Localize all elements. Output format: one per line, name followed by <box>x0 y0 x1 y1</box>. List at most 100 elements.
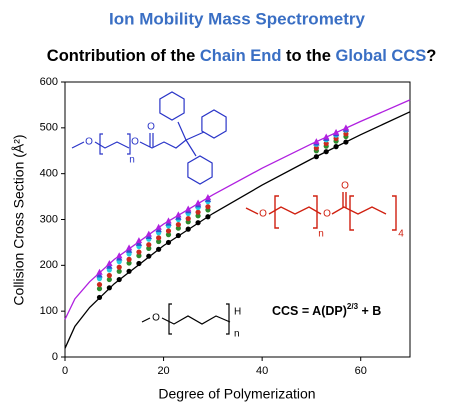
x-tick-label: 20 <box>157 365 169 377</box>
data-point <box>96 281 103 288</box>
bond <box>245 207 259 215</box>
bond <box>331 206 387 215</box>
data-point <box>195 209 201 215</box>
data-point <box>146 253 152 259</box>
chart-subtitle: Contribution of the Chain End to the Glo… <box>24 47 450 65</box>
subtitle-part: Global CCS <box>336 47 427 65</box>
equation-part: CCS = A(DP) <box>272 304 347 318</box>
fit-line <box>64 99 411 320</box>
data-point <box>195 220 201 226</box>
data-point <box>146 245 152 251</box>
data-point <box>175 221 181 228</box>
data-point <box>156 235 162 241</box>
data-point <box>323 133 330 140</box>
data-point <box>323 140 329 147</box>
data-point <box>205 214 211 220</box>
structure-peg <box>141 303 231 335</box>
subtitle-part: Chain End <box>200 47 282 65</box>
atom-label: O <box>147 122 155 133</box>
data-point <box>106 260 113 266</box>
carbonyl <box>342 192 347 208</box>
data-point <box>313 145 319 151</box>
chart-title: Ion Mobility Mass Spectrometry <box>109 9 366 28</box>
data-point <box>195 213 201 219</box>
data-point <box>96 294 103 301</box>
data-point <box>136 260 142 267</box>
data-point <box>165 217 172 224</box>
data-point <box>146 242 152 248</box>
data-point <box>156 238 162 245</box>
data-point <box>155 223 162 230</box>
data-point <box>313 154 319 160</box>
data-point <box>175 225 181 231</box>
x-tick-label: 0 <box>62 365 68 377</box>
bond <box>268 206 322 215</box>
subtitle-part: Contribution of the <box>47 47 200 65</box>
data-point <box>313 138 320 145</box>
data-point <box>194 199 202 206</box>
data-point <box>175 211 182 218</box>
phenyl-ring <box>159 91 185 121</box>
data-point <box>175 232 181 239</box>
bracket <box>274 195 318 229</box>
carbonyl <box>149 133 154 147</box>
bracket <box>99 133 131 155</box>
data-point <box>126 260 132 266</box>
data-point <box>125 244 133 251</box>
data-point <box>116 268 122 274</box>
data-point <box>185 226 191 232</box>
data-point <box>165 232 172 238</box>
bond <box>141 317 151 323</box>
data-point <box>106 276 112 283</box>
atom-label: O <box>323 209 331 220</box>
data-point <box>333 144 339 150</box>
structure-triphenyl <box>71 91 227 185</box>
data-point <box>136 253 142 259</box>
bond <box>139 139 187 149</box>
data-point <box>185 205 192 212</box>
data-point <box>145 230 152 237</box>
equation-part: 2/3 <box>347 302 359 311</box>
phenyl-ring <box>201 109 227 139</box>
equation: CCS = A(DP)2/3 + B <box>272 302 381 318</box>
atom-label: H <box>234 307 241 318</box>
data-point <box>204 194 212 200</box>
data-point <box>116 264 122 270</box>
data-point <box>342 124 350 131</box>
data-point <box>165 239 172 246</box>
data-point <box>205 204 211 210</box>
atom-label: O <box>341 181 349 192</box>
data-point <box>332 128 340 135</box>
bracket <box>349 195 397 231</box>
atom-label: n <box>129 155 135 166</box>
atom-label: O <box>259 209 267 220</box>
data-point <box>116 252 123 259</box>
y-tick-label: 100 <box>40 305 58 317</box>
y-axis-title: Collision Cross Section (Å²) <box>11 134 27 305</box>
subtitle-part: ? <box>426 47 436 65</box>
data-point <box>343 139 349 145</box>
data-point <box>126 256 132 262</box>
bracket <box>168 303 230 335</box>
bond <box>177 121 205 157</box>
data-point <box>156 246 162 252</box>
data-point <box>135 237 143 244</box>
data-point <box>96 286 103 292</box>
bond <box>161 315 231 325</box>
atom-label: O <box>152 313 160 324</box>
structure-ester <box>245 192 397 231</box>
data-point <box>323 149 329 155</box>
y-tick-label: 0 <box>52 351 58 363</box>
data-point <box>165 228 172 234</box>
subtitle-part: to the <box>281 47 335 65</box>
atom-label: n <box>318 229 324 240</box>
y-tick-label: 300 <box>40 213 58 225</box>
x-tick-label: 40 <box>256 365 268 377</box>
data-point <box>96 268 103 275</box>
data-point <box>106 272 112 279</box>
y-tick-label: 500 <box>40 122 58 134</box>
data-point <box>106 285 112 291</box>
y-tick-label: 600 <box>40 76 58 88</box>
bond <box>71 141 85 149</box>
